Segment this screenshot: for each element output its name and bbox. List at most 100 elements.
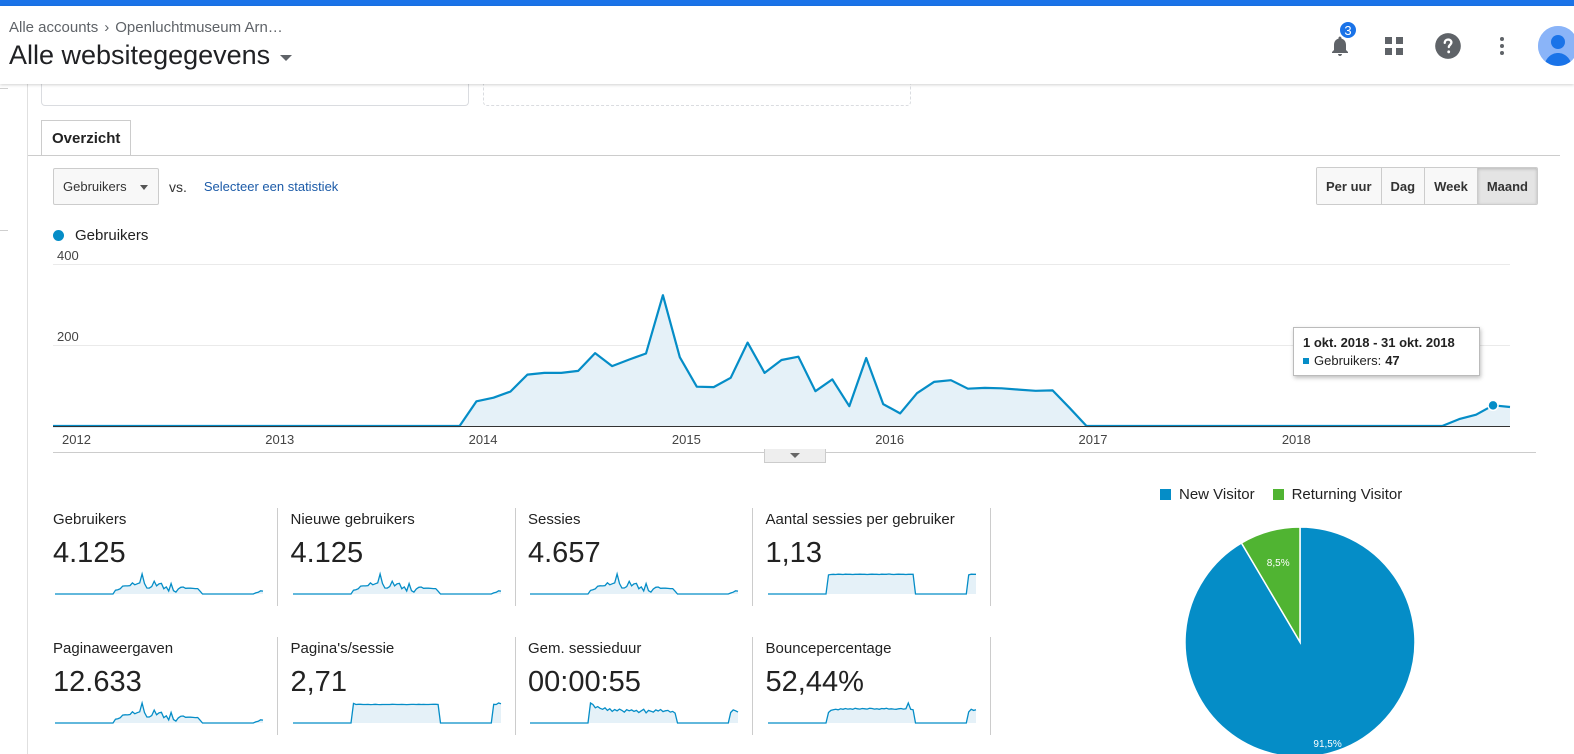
apps-grid-icon [1385,37,1403,55]
granularity-week-button[interactable]: Week [1425,168,1478,204]
left-rail [0,84,28,754]
kpi-sparkline [292,571,501,595]
view-selector[interactable]: Alle websitegegevens [9,40,293,71]
tooltip-value: 47 [1385,353,1400,368]
x-tick-label: 2014 [469,432,498,447]
tab-divider [28,155,1560,156]
kpi-divider [514,508,516,606]
kpi-sparkline [767,573,976,595]
select-metric-link[interactable]: Selecteer een statistiek [203,179,339,194]
kpi-label: Aantal sessies per gebruiker [765,511,955,528]
sparkline-area [767,574,976,594]
kpi-divider [752,637,753,735]
pie-value-label: 8,5% [1267,558,1290,569]
kpi-card[interactable]: Gebruikers 4.125 [53,508,278,606]
kpi-sparkline [55,700,264,724]
page-title[interactable]: Alle websitegegevens [9,40,271,70]
chart-controls: Gebruikers vs. Selecteer een statistiek [53,168,338,205]
kpi-card[interactable]: Sessies 4.657 [528,508,753,606]
kpi-card[interactable]: Nieuwe gebruikers 4.125 [291,508,516,606]
kpi-card[interactable]: Aantal sessies per gebruiker 1,13 [766,508,991,606]
tooltip-series-marker [1303,357,1309,364]
kpi-value: 12.633 [53,666,142,698]
apps-button[interactable] [1374,26,1414,66]
pie-legend-returning-visitor[interactable]: Returning Visitor [1272,486,1403,503]
collapse-chart-button[interactable] [764,449,826,463]
kpi-label: Gebruikers [53,511,127,528]
legend-label-returning-visitor: Returning Visitor [1291,486,1403,503]
chart-legend: Gebruikers [53,227,148,244]
kpi-card[interactable]: Paginaweergaven 12.633 [53,637,278,735]
kpi-label: Bouncepercentage [765,640,892,657]
sparkline-line [292,702,501,724]
breadcrumb-property[interactable]: Openluchtmuseum Arn… [115,19,283,36]
legend-label-gebruikers: Gebruikers [75,227,149,244]
pie-value-label: 91,5% [1313,739,1341,750]
sparkline-line [55,700,264,724]
sparkline-line [292,571,501,595]
kpi-divider [277,508,278,606]
kpi-card[interactable]: Gem. sessieduur 00:00:55 [528,637,753,735]
rail-divider [0,88,8,89]
notifications-button[interactable]: 3 [1320,20,1360,66]
kpi-divider [989,508,991,606]
legend-label-new-visitor: New Visitor [1179,486,1255,503]
legend-swatch-new-visitor [1160,489,1171,500]
sparkline-line [767,701,976,724]
rail-divider [0,230,8,231]
header-actions: 3 [1306,20,1574,66]
kpi-card[interactable]: Pagina's/sessie 2,71 [291,637,516,735]
breadcrumb-separator: › [104,19,110,36]
kpi-divider [514,637,516,735]
highlighted-point [1487,399,1499,412]
legend-dot-gebruikers [53,230,64,241]
kpi-divider [989,637,991,735]
sparkline-area [530,703,738,723]
sparkline-line [530,701,739,724]
breadcrumb-accounts[interactable]: Alle accounts [9,19,99,36]
pie-legend-new-visitor[interactable]: New Visitor [1160,486,1255,503]
account-avatar-icon [1538,26,1574,66]
x-tick-label: 2012 [62,432,91,447]
granularity-dag-button[interactable]: Dag [1381,168,1426,204]
kpi-label: Pagina's/sessie [290,640,395,657]
kpi-sparkline [292,702,501,724]
header: Alle accounts › Openluchtmuseum Arn… All… [0,6,1574,84]
more-options-button[interactable] [1482,26,1522,66]
users-line-chart[interactable]: 400 200 2012 2013 2014 2015 2016 2017 2018 [0,245,1574,455]
avatar[interactable] [1538,26,1574,66]
granularity-maand-button[interactable]: Maand [1477,168,1537,204]
chevron-down-icon [790,453,800,458]
breadcrumb: Alle accounts › Openluchtmuseum Arn… [9,19,283,36]
top-accent-bar [0,0,1574,6]
kpi-sparkline [530,571,739,595]
more-vert-icon [1500,37,1504,55]
kpi-value: 1,13 [765,537,822,569]
dropdown-arrow-icon [140,185,148,190]
kpi-label: Sessies [528,511,581,528]
x-tick-label: 2013 [265,432,294,447]
kpi-label: Paginaweergaven [53,640,174,657]
sparkline-area [292,703,501,723]
bell-icon [1332,36,1348,56]
metric-select-value: Gebruikers [63,179,127,194]
chart-tooltip: 1 okt. 2018 - 31 okt. 2018 Gebruikers: 4… [1293,327,1480,376]
granularity-per-uur-button[interactable]: Per uur [1317,168,1382,204]
metric-select[interactable]: Gebruikers [53,168,159,205]
x-tick-label: 2017 [1079,432,1108,447]
kpi-value: 52,44% [765,666,864,698]
kpi-value: 2,71 [290,666,347,698]
visitor-type-pie-chart[interactable]: 91,5% 8,5% [1180,525,1420,754]
kpi-sparkline [55,571,264,595]
help-button[interactable] [1428,26,1468,66]
caret-down-icon[interactable] [280,54,293,61]
legend-swatch-returning-visitor [1272,489,1284,500]
tooltip-row: Gebruikers: 47 [1303,353,1470,368]
granularity-toggle: Per uur Dag Week Maand [1316,167,1538,205]
kpi-card[interactable]: Bouncepercentage 52,44% [766,637,991,735]
sparkline-line [55,571,264,595]
pie-legend: New Visitor Returning Visitor [1160,486,1420,503]
kpi-divider [752,508,753,606]
tab-overzicht[interactable]: Overzicht [41,120,132,156]
tooltip-label: Gebruikers: [1314,353,1382,368]
